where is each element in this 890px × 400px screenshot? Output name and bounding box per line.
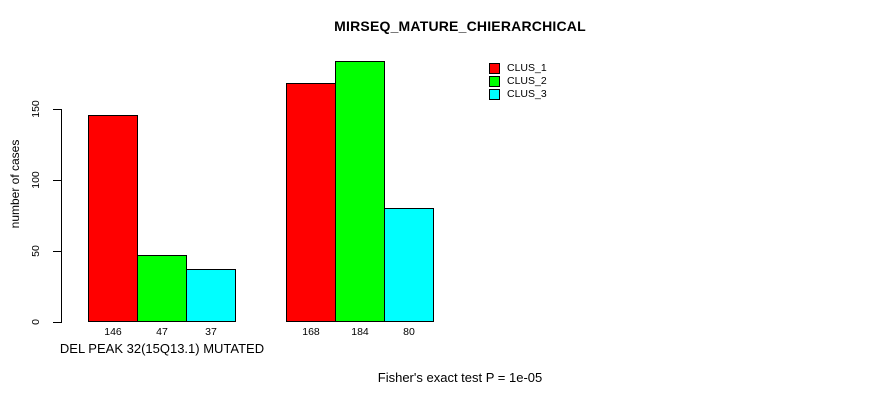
y-tick [53, 109, 61, 110]
bar-value-label: 80 [403, 326, 415, 338]
legend-label-clus-3: CLUS_3 [507, 88, 547, 100]
y-tick-label: 150 [30, 100, 42, 118]
bar-clus_3-group2 [384, 208, 434, 322]
bar-value-label: 168 [302, 326, 320, 338]
bar-value-label: 146 [104, 326, 122, 338]
y-tick-label: 100 [30, 171, 42, 189]
footnote: Fisher's exact test P = 1e-05 [377, 370, 543, 385]
bar-clus_2-group1 [137, 255, 187, 322]
legend: CLUS_1 CLUS_2 CLUS_3 [489, 62, 547, 101]
legend-item-clus-3: CLUS_3 [489, 88, 547, 101]
y-axis-line [61, 109, 62, 323]
bar-value-label: 184 [351, 326, 369, 338]
legend-swatch-clus-2-icon [489, 76, 500, 87]
y-tick [53, 322, 61, 323]
legend-label-clus-1: CLUS_1 [507, 62, 547, 74]
y-tick-label: 0 [30, 319, 42, 325]
bar-clus_1-group2 [286, 83, 336, 322]
legend-item-clus-1: CLUS_1 [489, 62, 547, 75]
y-tick [53, 180, 61, 181]
bar-clus_3-group1 [186, 269, 236, 322]
legend-label-clus-2: CLUS_2 [507, 75, 547, 87]
legend-swatch-clus-1-icon [489, 63, 500, 74]
legend-item-clus-2: CLUS_2 [489, 75, 547, 88]
y-tick [53, 251, 61, 252]
bar-value-label: 37 [205, 326, 217, 338]
x-group-label: DEL PEAK 32(15Q13.1) MUTATED [59, 341, 265, 356]
y-tick-label: 50 [30, 245, 42, 257]
legend-swatch-clus-3-icon [489, 89, 500, 100]
bar-clus_1-group1 [88, 115, 138, 322]
bar-value-label: 47 [156, 326, 168, 338]
chart-title: MIRSEQ_MATURE_CHIERARCHICAL [334, 18, 586, 34]
bar-clus_2-group2 [335, 61, 385, 322]
